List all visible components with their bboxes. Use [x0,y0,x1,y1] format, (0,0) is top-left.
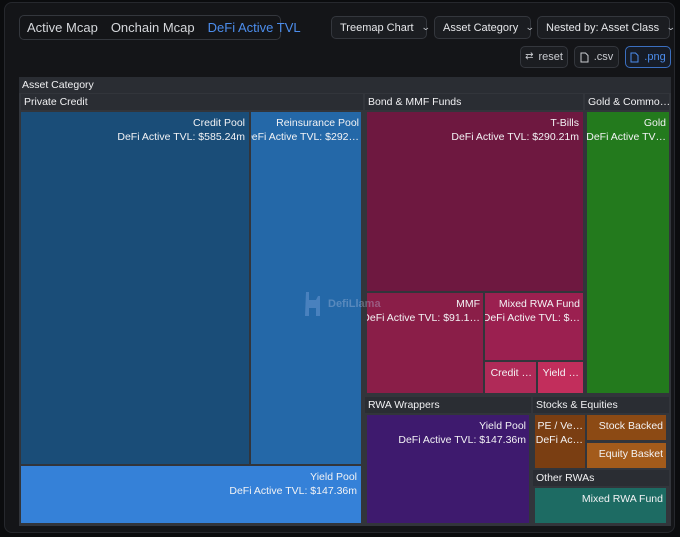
leaf-name: Equity Basket [598,448,663,460]
leaf-name: Mixed RWA Fund [498,298,580,310]
leaf-name: Reinsurance Pool [276,117,359,129]
group-private-credit[interactable]: Private Credit [21,94,363,110]
leaf-yield-pool[interactable]: Yield Pool DeFi Active TVL: $147.36m [21,466,361,523]
leaf-mixed-rwa-fund-other[interactable]: Mixed RWA Fund [535,488,666,523]
group-rwa-wrappers[interactable]: RWA Wrappers [365,397,531,413]
treemap-root-label: Asset Category [19,77,671,93]
leaf-mmf[interactable]: MMF DeFi Active TVL: $91.1… [367,293,483,393]
chart-type-value: Treemap Chart [340,21,414,34]
tab-onchain-mcap[interactable]: Onchain Mcap [110,20,195,35]
leaf-name: Stock Backed [598,420,663,432]
leaf-value: DeFi Active TVL: $292… [251,131,359,143]
leaf-value: DeFi Active TVL: $91.1… [367,312,480,324]
leaf-value: DeFi Active TVL: $… [485,312,580,324]
leaf-value: DeFi Active TVL: $585.24m [117,131,245,143]
leaf-name: Credit Pool [193,117,245,129]
leaf-credit-small[interactable]: Credit … [485,362,536,393]
leaf-name: Mixed RWA Fund [581,493,663,505]
leaf-stock-backed[interactable]: Stock Backed [587,415,666,440]
leaf-yield-small[interactable]: Yield … [538,362,583,393]
group-stocks-equities[interactable]: Stocks & Equities [533,397,669,413]
category-value: Asset Category [443,21,519,34]
leaf-equity-basket[interactable]: Equity Basket [587,443,666,468]
image-file-icon [630,52,639,62]
chevron-down-icon: ⌄ [420,22,431,32]
csv-label: .csv [593,51,614,63]
leaf-mixed-rwa-fund[interactable]: Mixed RWA Fund DeFi Active TVL: $… [485,293,583,360]
leaf-pe-ve[interactable]: PE / Ve… DeFi Ac… [535,415,585,468]
tab-active-mcap[interactable]: Active Mcap [27,20,98,35]
category-dropdown[interactable]: Asset Category ⌄ [434,16,535,39]
leaf-name: PE / Ve… [537,420,583,432]
leaf-value: DeFi Active TVL: $290.21m [451,131,579,143]
png-button[interactable]: .png [625,46,671,68]
leaf-yield-pool-rwa[interactable]: Yield Pool DeFi Active TVL: $147.36m [367,415,529,523]
leaf-name: Yield Pool [310,471,357,483]
nested-by-dropdown[interactable]: Nested by: Asset Class ⌄ [537,16,676,39]
chevron-down-icon: ⌄ [665,22,676,32]
chart-panel: Active Mcap Onchain Mcap DeFi Active TVL… [4,2,676,533]
leaf-value: DeFi Active TVL: $147.36m [229,485,357,497]
leaf-name: Credit … [490,367,532,379]
chevron-down-icon: ⌄ [525,22,535,32]
leaf-t-bills[interactable]: T-Bills DeFi Active TVL: $290.21m [367,112,583,291]
csv-button[interactable]: .csv [574,46,619,68]
leaf-credit-pool[interactable]: Credit Pool DeFi Active TVL: $585.24m [21,112,249,464]
leaf-gold[interactable]: Gold DeFi Active TV… [587,112,669,393]
metric-tabs: Active Mcap Onchain Mcap DeFi Active TVL [19,15,301,40]
group-other-rwas[interactable]: Other RWAs [533,470,669,486]
png-label: .png [644,51,666,63]
chart-type-dropdown[interactable]: Treemap Chart ⌄ [331,16,431,39]
leaf-name: T-Bills [550,117,579,129]
leaf-value: DeFi Ac… [535,434,583,446]
group-bond-mmf-funds[interactable]: Bond & MMF Funds [365,94,583,110]
leaf-value: DeFi Active TV… [587,131,666,143]
tab-defi-active-tvl[interactable]: DeFi Active TVL [207,20,301,35]
leaf-name: Gold [643,117,666,129]
leaf-value: DeFi Active TVL: $147.36m [398,434,526,446]
leaf-reinsurance-pool[interactable]: Reinsurance Pool DeFi Active TVL: $292… [251,112,361,464]
leaf-name: Yield Pool [479,420,526,432]
reset-label: reset [538,51,563,63]
nested-by-value: Nested by: Asset Class [546,21,660,34]
leaf-name: MMF [456,298,480,310]
group-gold-commodities[interactable]: Gold & Commo… [585,94,669,110]
reset-button[interactable]: ⇄ reset [520,46,568,68]
treemap: Asset Category Private Credit Credit Poo… [19,77,671,526]
file-icon [580,52,589,62]
leaf-name: Yield … [542,367,579,379]
swap-icon: ⇄ [525,51,534,62]
